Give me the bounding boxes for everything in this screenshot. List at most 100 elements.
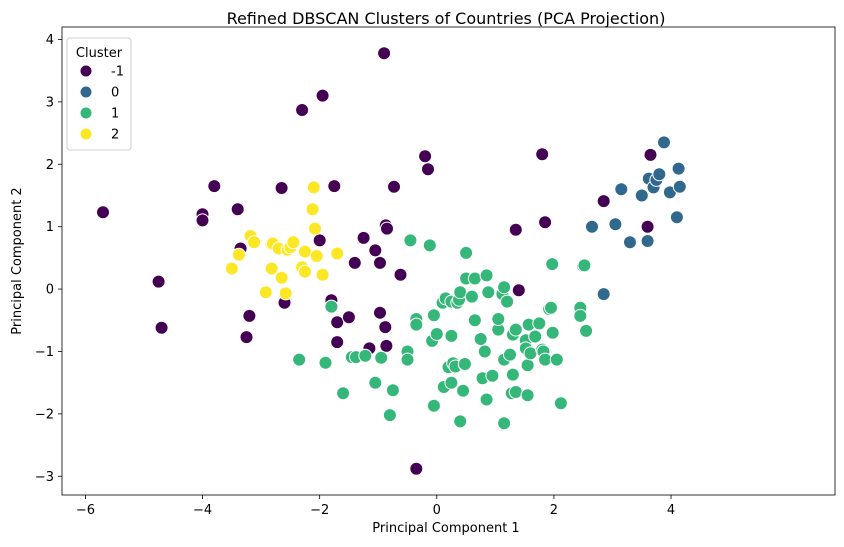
point-cluster-1-45 xyxy=(479,392,494,407)
point-cluster--1-2 xyxy=(154,320,169,335)
point-cluster-0-16 xyxy=(672,179,687,194)
legend-marker-1 xyxy=(79,106,93,120)
legend-label--1: -1 xyxy=(111,65,124,80)
point-cluster--1-27 xyxy=(378,320,393,335)
point-cluster-1-27 xyxy=(444,375,459,390)
point-cluster-1-68 xyxy=(528,329,543,344)
point-cluster-0-14 xyxy=(669,210,684,225)
point-cluster-1-67 xyxy=(523,346,538,361)
point-cluster-2-6 xyxy=(264,261,279,276)
point-cluster-1-38 xyxy=(459,245,474,260)
y-tick-label: 3 xyxy=(46,95,54,110)
point-cluster--1-21 xyxy=(356,230,371,245)
point-cluster--1-42 xyxy=(643,147,658,162)
point-cluster-0-12 xyxy=(657,135,671,150)
legend: Cluster -1 0 1 2 xyxy=(66,37,132,151)
point-cluster--1-8 xyxy=(239,330,254,345)
point-cluster-1-39 xyxy=(464,289,479,304)
point-cluster-1-75 xyxy=(545,257,560,272)
y-axis: −3 −2 −1 0 1 2 3 4 xyxy=(35,33,62,485)
point-cluster-1-52 xyxy=(497,280,512,295)
y-axis-label: Principal Component 2 xyxy=(10,187,25,334)
y-tick-label: −3 xyxy=(35,470,54,485)
legend-marker-0 xyxy=(79,85,93,99)
point-cluster--1-20 xyxy=(347,255,362,270)
point-cluster-1-13 xyxy=(403,233,418,248)
point-cluster--1-4 xyxy=(195,213,210,228)
point-cluster-1-41 xyxy=(467,313,482,328)
point-cluster--1-36 xyxy=(508,222,523,237)
point-cluster--1-34 xyxy=(418,149,433,164)
point-cluster-2-16 xyxy=(298,244,312,259)
point-cluster-1-77 xyxy=(549,352,564,367)
point-cluster-1-0 xyxy=(292,352,307,367)
point-cluster--1-26 xyxy=(377,46,392,61)
legend-label-0: 0 xyxy=(111,86,119,101)
point-cluster-1-10 xyxy=(385,383,400,398)
point-cluster--1-39 xyxy=(538,215,553,230)
point-cluster-0-5 xyxy=(623,235,637,250)
point-cluster-1-74 xyxy=(544,300,558,315)
point-cluster--1-24 xyxy=(373,255,387,270)
point-cluster-2-15 xyxy=(298,264,312,279)
point-cluster-1-12 xyxy=(400,352,415,367)
point-cluster-1-19 xyxy=(426,308,441,323)
point-cluster-1-61 xyxy=(508,385,523,399)
point-cluster--1-13 xyxy=(312,233,327,248)
point-cluster-2-1 xyxy=(231,247,246,262)
x-tick-label: −6 xyxy=(76,503,95,518)
point-cluster--1-37 xyxy=(511,283,526,298)
point-cluster--1-0 xyxy=(96,205,110,220)
point-cluster-1-33 xyxy=(453,414,468,429)
point-cluster--1-23 xyxy=(368,243,383,258)
point-cluster-1-64 xyxy=(520,358,535,373)
legend-label-2: 2 xyxy=(111,128,119,143)
legend-label-1: 1 xyxy=(111,107,119,122)
point-cluster-1-36 xyxy=(457,357,472,371)
point-cluster-1-81 xyxy=(577,258,592,273)
point-cluster-1-54 xyxy=(497,416,512,431)
point-cluster--1-29 xyxy=(379,338,394,353)
point-cluster-1-80 xyxy=(573,308,588,323)
point-cluster-1-44 xyxy=(477,344,492,359)
y-tick-label: −1 xyxy=(35,345,54,360)
y-tick-label: 4 xyxy=(46,33,54,48)
point-cluster--1-10 xyxy=(274,181,289,195)
x-tick-label: 4 xyxy=(667,503,675,518)
point-cluster-0-11 xyxy=(652,167,667,182)
point-cluster--1-1 xyxy=(151,274,166,289)
point-cluster-2-0 xyxy=(224,261,239,276)
chart-title: Refined DBSCAN Clusters of Countries (PC… xyxy=(227,9,666,28)
x-axis: −6 −4 −2 0 2 4 xyxy=(76,495,675,518)
y-tick-label: 2 xyxy=(46,158,54,173)
point-cluster-1-15 xyxy=(409,317,424,332)
point-cluster-1-59 xyxy=(505,367,520,382)
point-cluster-1-40 xyxy=(467,271,482,286)
point-cluster-1-65 xyxy=(520,388,535,403)
point-cluster--1-16 xyxy=(327,179,342,194)
point-cluster--1-38 xyxy=(535,147,550,162)
legend-title: Cluster xyxy=(76,46,123,61)
point-cluster-1-16 xyxy=(422,238,437,253)
point-cluster-1-1 xyxy=(318,355,333,370)
point-cluster--1-25 xyxy=(373,305,387,320)
point-cluster-0-2 xyxy=(596,287,611,302)
point-cluster-1-9 xyxy=(382,408,397,423)
x-axis-label: Principal Component 1 xyxy=(372,521,519,536)
point-cluster-2-3 xyxy=(247,235,262,250)
point-cluster-1-47 xyxy=(481,285,496,300)
plot-area xyxy=(61,26,836,496)
point-cluster-1-69 xyxy=(532,316,547,331)
point-cluster-0-3 xyxy=(608,217,623,232)
point-cluster-1-32 xyxy=(453,285,468,300)
point-cluster-1-82 xyxy=(579,323,594,338)
point-cluster--1-9 xyxy=(242,308,257,323)
point-cluster-1-2 xyxy=(324,299,339,314)
point-cluster--1-35 xyxy=(421,162,435,177)
x-tick-label: −2 xyxy=(310,503,329,518)
point-cluster-1-46 xyxy=(479,268,494,283)
point-cluster-1-72 xyxy=(538,352,553,367)
x-tick-label: 2 xyxy=(550,503,558,518)
point-cluster-2-18 xyxy=(306,180,321,195)
